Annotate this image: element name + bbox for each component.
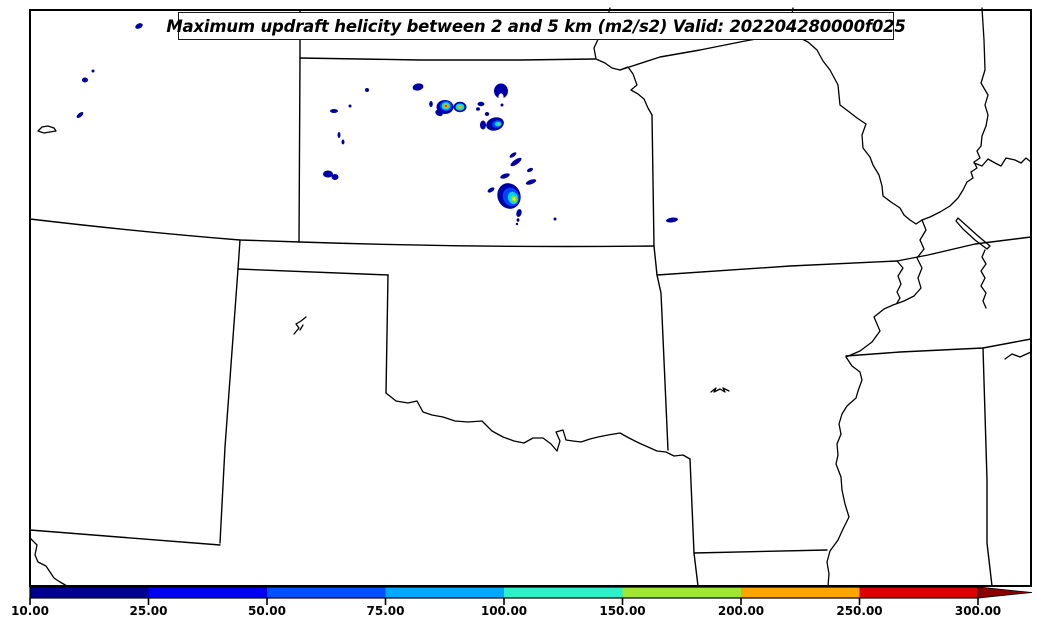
colorbar-arrow	[977, 586, 1033, 599]
plot-border	[29, 9, 1032, 587]
helicity-blob	[487, 152, 678, 226]
colorbar	[29, 586, 1033, 605]
helicity-cell-strong	[497, 183, 521, 209]
page-title: Maximum updraft helicity between 2 and 5…	[166, 16, 906, 36]
colorbar-tick-label-75: 75.00	[366, 604, 405, 618]
colorbar-tick-label-200: 200.00	[717, 604, 765, 618]
title-box: Maximum updraft helicity between 2 and 5…	[166, 12, 906, 40]
colorbar-tick-label-50: 50.00	[248, 604, 286, 618]
helicity-blobs	[76, 23, 678, 226]
colorbar-tick-label-150: 150.00	[599, 604, 646, 618]
helicity-cell-strong	[453, 101, 467, 113]
river-lines	[29, 7, 1032, 587]
colorbar-tick-label-25: 25.00	[129, 604, 168, 618]
helicity-cell-strong	[435, 100, 454, 117]
helicity-blob	[76, 23, 504, 180]
colorbar-tick-label-100: 100.00	[480, 604, 528, 618]
helicity-blob	[494, 83, 508, 101]
colorbar-tick-label-300: 300.00	[954, 604, 1002, 618]
helicity-cell-moderate	[480, 117, 504, 131]
colorbar-tick-label-250: 250.00	[836, 604, 883, 618]
colorbar-tick-label-10: 10.00	[11, 604, 49, 618]
colorbar-ticks	[29, 598, 979, 605]
